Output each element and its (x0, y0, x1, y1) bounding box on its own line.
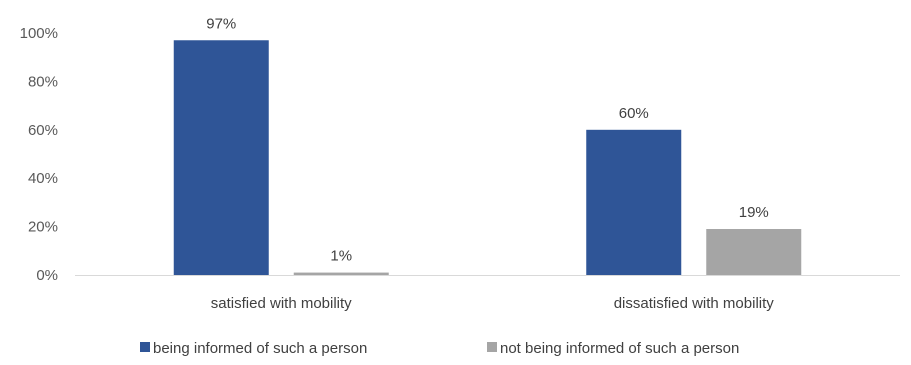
data-labels: 97% 1% 60% 19% (206, 15, 769, 264)
category-label: dissatisfied with mobility (614, 295, 775, 312)
legend-label: not being informed of such a person (500, 340, 739, 357)
data-label: 1% (330, 248, 352, 265)
bar (173, 40, 269, 276)
legend-swatch (140, 342, 150, 352)
category-labels: satisfied with mobility dissatisfied with… (211, 295, 774, 312)
y-tick-label: 0% (36, 267, 58, 284)
bar (293, 272, 389, 275)
legend: being informed of such a person not being… (140, 340, 739, 357)
data-label: 97% (206, 15, 236, 32)
legend-swatch (487, 342, 497, 352)
bar (706, 229, 802, 275)
data-label: 19% (739, 204, 769, 221)
y-axis-ticks: 0% 20% 40% 60% 80% 100% (20, 25, 58, 284)
y-tick-label: 80% (28, 73, 58, 90)
data-label: 60% (619, 105, 649, 122)
category-label: satisfied with mobility (211, 295, 352, 312)
legend-label: being informed of such a person (153, 340, 367, 357)
y-tick-label: 60% (28, 122, 58, 139)
bar (586, 129, 682, 275)
bars (173, 40, 802, 276)
y-tick-label: 100% (20, 25, 58, 42)
y-tick-label: 40% (28, 170, 58, 187)
y-tick-label: 20% (28, 219, 58, 236)
